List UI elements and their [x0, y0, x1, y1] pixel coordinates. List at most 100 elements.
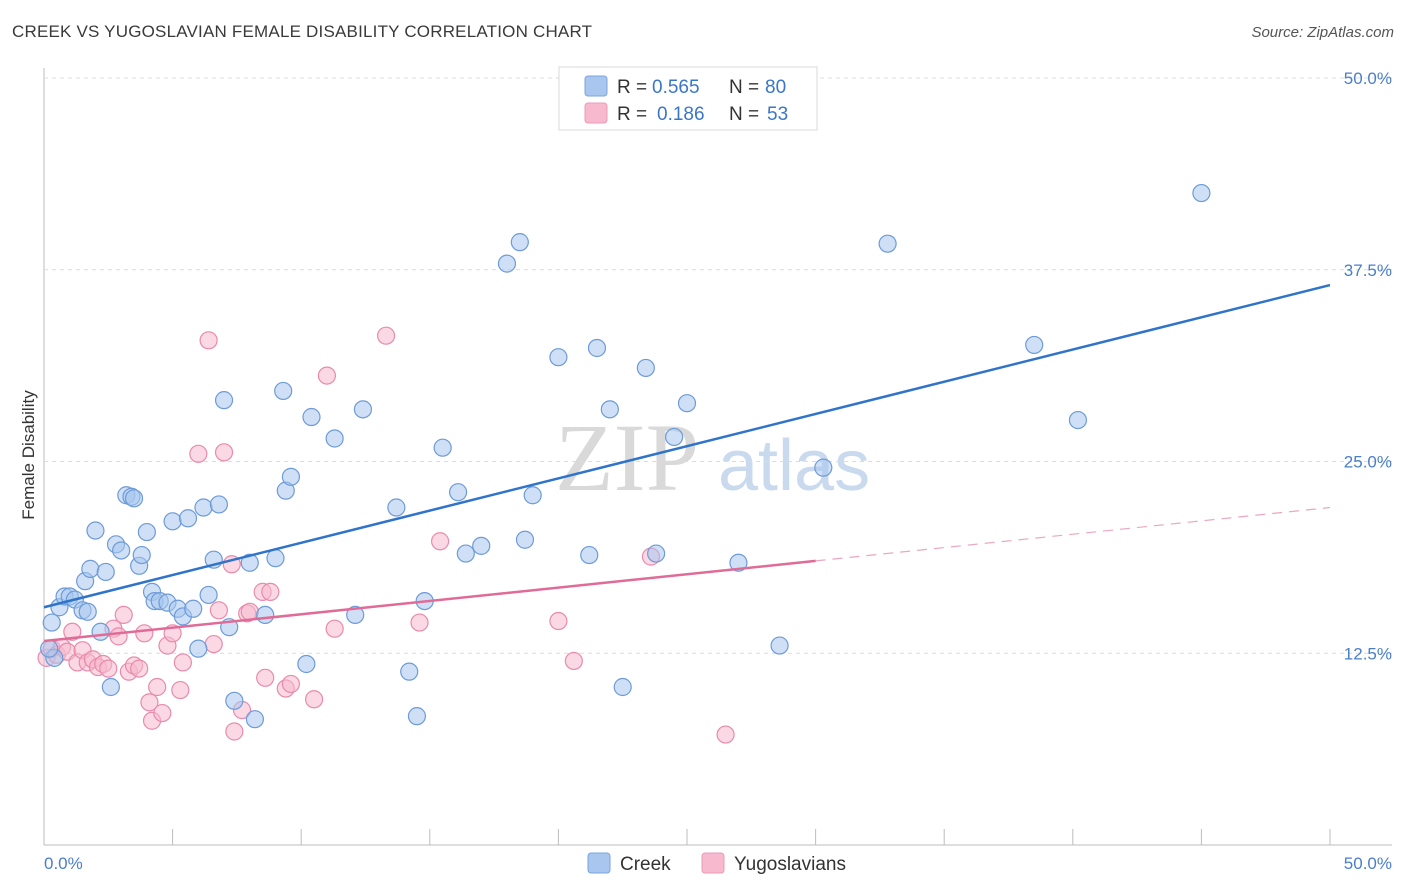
creek-point [178, 509, 198, 528]
creek-point [240, 553, 259, 572]
yugoslavians-point [716, 725, 735, 744]
yugoslavians-point [549, 611, 568, 631]
creek-point [302, 407, 321, 427]
creek-point [600, 400, 619, 419]
yugoslavians-point [148, 677, 167, 697]
yugoslavians-point [564, 651, 583, 671]
legend-swatch-yugoslavians [584, 102, 608, 124]
yugoslavians-point [214, 443, 234, 462]
creek-point [189, 639, 208, 658]
creek-point [91, 622, 110, 641]
x-ticks [43, 829, 1331, 845]
creek-point [245, 710, 265, 729]
legend-box: R = 0.565 N = 80 R = 0.186 N = 53 [558, 66, 818, 131]
creek-point [497, 254, 517, 273]
trend-lines [43, 283, 1331, 643]
yugoslavians-point [140, 693, 159, 712]
yugoslavians-point [173, 653, 192, 672]
creek-point [456, 544, 475, 563]
source-credit: Source: ZipAtlas.com [1251, 24, 1394, 41]
yugoslavians-point [317, 366, 337, 385]
yugoslavians-point [99, 659, 118, 678]
creek-points [40, 183, 1211, 729]
creek-point [40, 639, 59, 658]
yugoslavians-point [225, 722, 244, 741]
y-tick-label: 12.5% [1344, 644, 1392, 663]
creek-point [81, 559, 100, 578]
legend-n-value-creek: 80 [765, 77, 786, 98]
yugoslavians-trend-line [43, 559, 816, 643]
yugoslavians-point [109, 627, 128, 646]
creek-point [1025, 335, 1044, 355]
creek-point [549, 348, 568, 367]
creek-point [878, 234, 897, 253]
creek-point [256, 605, 275, 625]
chart-title: CREEK VS YUGOSLAVIAN FEMALE DISABILITY C… [12, 22, 593, 41]
creek-point [325, 429, 344, 448]
yugoslavians-point [153, 703, 172, 723]
legend-r-value-creek: 0.565 [652, 77, 700, 98]
legend-r-label-creek: R = [617, 77, 647, 98]
creek-point [1192, 183, 1211, 203]
creek-point [510, 233, 529, 252]
creek-point [297, 654, 316, 674]
y-tick-labels: 12.5% 25.0% 37.5% 50.0% [1344, 69, 1392, 663]
creek-point [515, 530, 535, 549]
y-tick-label: 37.5% [1344, 261, 1392, 280]
creek-point [665, 427, 684, 447]
x-tick-label-min: 0.0% [44, 854, 83, 873]
bottom-legend-label-creek: Creek [620, 854, 671, 875]
creek-point [281, 467, 301, 486]
creek-point [96, 562, 115, 582]
creek-point [199, 585, 218, 605]
creek-point [407, 707, 427, 726]
creek-point [448, 483, 468, 502]
creek-point [101, 677, 120, 697]
creek-point [647, 544, 666, 563]
yugoslavians-point [135, 624, 154, 643]
y-tick-label: 25.0% [1344, 453, 1392, 472]
legend-r-value-yugoslavians: 0.186 [657, 104, 705, 125]
creek-point [587, 338, 607, 358]
yugoslavians-point [63, 622, 82, 641]
bottom-legend: Creek Yugoslavians [587, 852, 846, 875]
yugoslavians-point [189, 444, 208, 463]
watermark-zip: ZIP [555, 404, 699, 511]
yugoslavians-point [171, 680, 190, 700]
yugoslavians-point [204, 634, 223, 654]
bottom-legend-label-yugoslavians: Yugoslavians [734, 854, 846, 875]
y-axis-title: Female Disability [19, 390, 38, 520]
creek-point [86, 521, 105, 540]
creek-point [677, 394, 697, 413]
legend-r-label-yugoslavians: R = [617, 104, 647, 125]
yugoslavians-point [261, 582, 280, 601]
creek-point [770, 636, 789, 655]
creek-trend-line [43, 283, 1331, 609]
creek-point [274, 381, 293, 401]
legend-swatch-creek [584, 75, 608, 97]
creek-point [225, 691, 244, 710]
creek-point [42, 613, 61, 632]
bottom-legend-swatch-creek [587, 852, 611, 874]
creek-point [132, 545, 151, 565]
creek-point [433, 438, 452, 457]
creek-point [523, 486, 542, 505]
yugoslavians-point [130, 659, 149, 678]
creek-point [636, 358, 655, 378]
creek-point [124, 489, 144, 508]
yugoslavians-point [281, 674, 301, 694]
legend-n-value-yugoslavians: 53 [767, 104, 788, 125]
creek-point [729, 553, 748, 572]
creek-point [78, 602, 97, 621]
creek-point [214, 391, 234, 410]
creek-point [472, 536, 491, 555]
yugoslavians-point [325, 619, 344, 638]
creek-point [194, 498, 213, 517]
creek-point [400, 662, 419, 681]
creek-point [137, 522, 156, 542]
bottom-legend-swatch-yugoslavians [701, 852, 725, 874]
yugoslavians-point [209, 601, 228, 620]
creek-point [353, 400, 373, 419]
yugoslavians-point [410, 613, 429, 632]
yugoslavians-point [304, 690, 324, 709]
